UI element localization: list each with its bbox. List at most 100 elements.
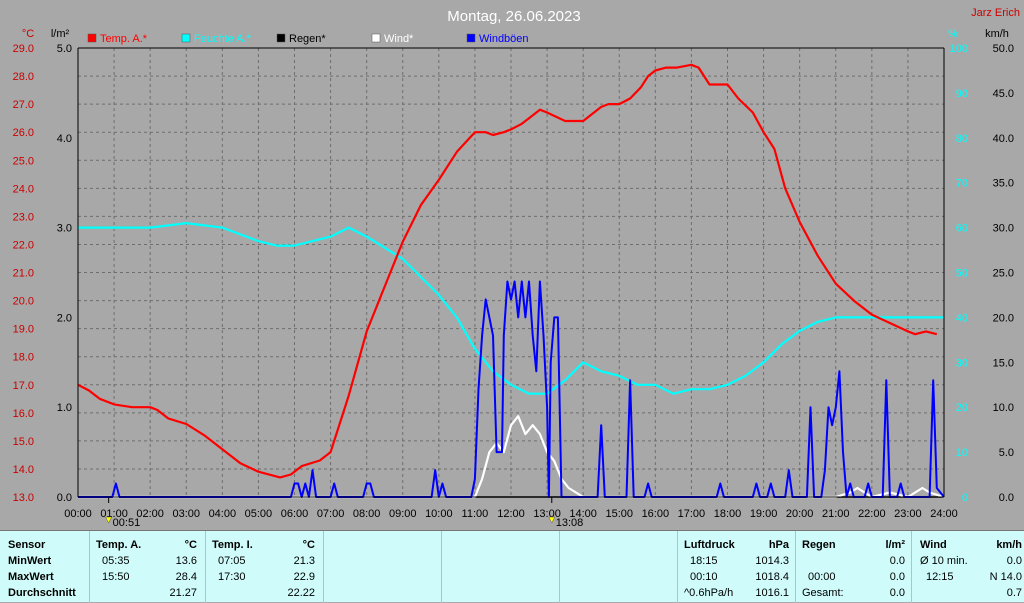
humidity-tick-label: 30 bbox=[956, 357, 968, 369]
x-tick-label: 00:00 bbox=[64, 508, 92, 520]
humidity-unit-label: % bbox=[948, 28, 958, 40]
legend-swatch bbox=[466, 33, 476, 43]
temp-i-header: Temp. I. bbox=[212, 539, 253, 551]
author-label: Jarz Erich bbox=[971, 7, 1020, 19]
rain-r1-val: 0.0 bbox=[889, 555, 905, 567]
wind-tick-label: 10.0 bbox=[993, 402, 1014, 414]
rain-tick-label: 4.0 bbox=[57, 133, 72, 145]
pressure-r3-label: ^0.6hPa/h bbox=[684, 587, 734, 599]
temp-tick-label: 23.0 bbox=[13, 211, 34, 223]
legend-label: Regen* bbox=[289, 33, 326, 45]
stats-rain: Regen l/m² 0.0 00:00 0.0 Gesamt: 0.0 bbox=[796, 531, 912, 603]
humidity-tick-label: 10 bbox=[956, 447, 968, 459]
time-marker-label: 13:08 bbox=[556, 517, 584, 529]
wind-tick-label: 20.0 bbox=[993, 312, 1014, 324]
wind-tick-label: 5.0 bbox=[999, 447, 1014, 459]
rain-tick-label: 3.0 bbox=[57, 223, 72, 235]
wind-tick-label: 30.0 bbox=[993, 223, 1014, 235]
temp-tick-label: 24.0 bbox=[13, 183, 34, 195]
x-tick-label: 17:00 bbox=[678, 508, 706, 520]
stats-temp-a: Temp. A. °C 05:35 13.6 15:50 28.4 21.27 bbox=[90, 531, 206, 603]
x-tick-label: 02:00 bbox=[136, 508, 164, 520]
temp-a-header: Temp. A. bbox=[96, 539, 142, 551]
x-tick-label: 10:00 bbox=[425, 508, 453, 520]
legend-label: Feuchte A.* bbox=[194, 33, 252, 45]
wind-tick-label: 0.0 bbox=[999, 492, 1014, 504]
temp-tick-label: 16.0 bbox=[13, 408, 34, 420]
time-marker-icon bbox=[548, 516, 556, 524]
rain-r2-val: 0.0 bbox=[889, 571, 905, 583]
humidity-tick-label: 60 bbox=[956, 223, 968, 235]
chart-background bbox=[0, 0, 1024, 530]
temp-a-min-val: 13.6 bbox=[175, 555, 197, 567]
pressure-unit: hPa bbox=[768, 539, 789, 551]
pressure-r1-val: 1014.3 bbox=[755, 555, 789, 567]
temp-i-avg: 22.22 bbox=[287, 587, 315, 599]
rain-tick-label: 2.0 bbox=[57, 312, 72, 324]
chart-axes bbox=[77, 47, 945, 498]
humidity-tick-label: 0 bbox=[962, 492, 968, 504]
pressure-r1-time: 18:15 bbox=[690, 555, 718, 567]
humidity-tick-label: 70 bbox=[956, 178, 968, 190]
pressure-r2-val: 1018.4 bbox=[755, 571, 789, 583]
stats-empty-3 bbox=[560, 531, 678, 603]
temp-i-min-time: 07:05 bbox=[218, 555, 246, 567]
x-tick-label: 18:00 bbox=[714, 508, 742, 520]
temp-tick-label: 17.0 bbox=[13, 380, 34, 392]
legend-label: Temp. A.* bbox=[100, 33, 148, 45]
humidity-tick-label: 20 bbox=[956, 402, 968, 414]
pressure-r3-val: 1016.1 bbox=[755, 587, 789, 599]
series-line-feuchte-a bbox=[78, 222, 944, 395]
temp-tick-label: 29.0 bbox=[13, 43, 34, 55]
rain-r2-time: 00:00 bbox=[808, 571, 836, 583]
stats-temp-i: Temp. I. °C 07:05 21.3 17:30 22.9 22.22 bbox=[206, 531, 324, 603]
wind-r1-label: Ø 10 min. bbox=[920, 555, 968, 567]
x-tick-label: 22:00 bbox=[858, 508, 886, 520]
legend-swatch bbox=[371, 33, 381, 43]
x-tick-label: 24:00 bbox=[930, 508, 958, 520]
temp-i-unit: °C bbox=[302, 539, 315, 551]
rain-tick-label: 1.0 bbox=[57, 402, 72, 414]
pressure-header: Luftdruck bbox=[684, 539, 735, 551]
wind-unit-label: km/h bbox=[985, 28, 1009, 40]
sensor-row-min: MinWert bbox=[8, 555, 52, 567]
temp-i-min-val: 21.3 bbox=[293, 555, 315, 567]
temp-a-max-time: 15:50 bbox=[102, 571, 130, 583]
x-tick-label: 06:00 bbox=[281, 508, 309, 520]
temp-tick-label: 13.0 bbox=[13, 492, 34, 504]
x-tick-label: 09:00 bbox=[389, 508, 417, 520]
temp-tick-label: 15.0 bbox=[13, 436, 34, 448]
time-marker-icon bbox=[105, 516, 113, 524]
time-marker-label: 00:51 bbox=[113, 517, 141, 529]
temp-tick-label: 18.0 bbox=[13, 352, 34, 364]
wind-tick-label: 15.0 bbox=[993, 357, 1014, 369]
x-tick-label: 16:00 bbox=[642, 508, 670, 520]
weather-chart: 00:00 01:00 02:00 03:00 04:00 05:00 06:00 07:00… bbox=[0, 0, 1024, 530]
x-tick-label: 05:00 bbox=[245, 508, 273, 520]
pressure-r2-time: 00:10 bbox=[690, 571, 718, 583]
chart-legend: Temp. A.* Feuchte A.* Regen* Wind* Windböen bbox=[87, 33, 529, 45]
chart-title: Montag, 26.06.2023 bbox=[447, 8, 580, 25]
rain-unit-label: l/m² bbox=[51, 28, 70, 40]
stats-empty-1 bbox=[324, 531, 442, 603]
chart-grid bbox=[78, 48, 944, 497]
wind-r2-time: 12:15 bbox=[926, 571, 954, 583]
wind-r3-val: 0.7 bbox=[1006, 587, 1022, 599]
legend-swatch bbox=[87, 33, 97, 43]
x-tick-label: 23:00 bbox=[894, 508, 922, 520]
rain-r3-label: Gesamt: bbox=[802, 587, 844, 599]
wind-tick-label: 50.0 bbox=[993, 43, 1014, 55]
x-tick-label: 15:00 bbox=[605, 508, 633, 520]
temp-a-avg: 21.27 bbox=[169, 587, 197, 599]
humidity-tick-label: 100 bbox=[950, 43, 968, 55]
humidity-tick-label: 80 bbox=[956, 133, 968, 145]
sensor-header: Sensor bbox=[8, 539, 46, 551]
temp-tick-label: 25.0 bbox=[13, 155, 34, 167]
humidity-tick-label: 90 bbox=[956, 88, 968, 100]
sensor-row-avg: Durchschnitt bbox=[8, 587, 76, 599]
x-tick-label: 14:00 bbox=[569, 508, 597, 520]
temp-tick-label: 14.0 bbox=[13, 464, 34, 476]
wind-tick-label: 45.0 bbox=[993, 88, 1014, 100]
temp-a-unit: °C bbox=[184, 539, 197, 551]
wind-tick-label: 35.0 bbox=[993, 178, 1014, 190]
